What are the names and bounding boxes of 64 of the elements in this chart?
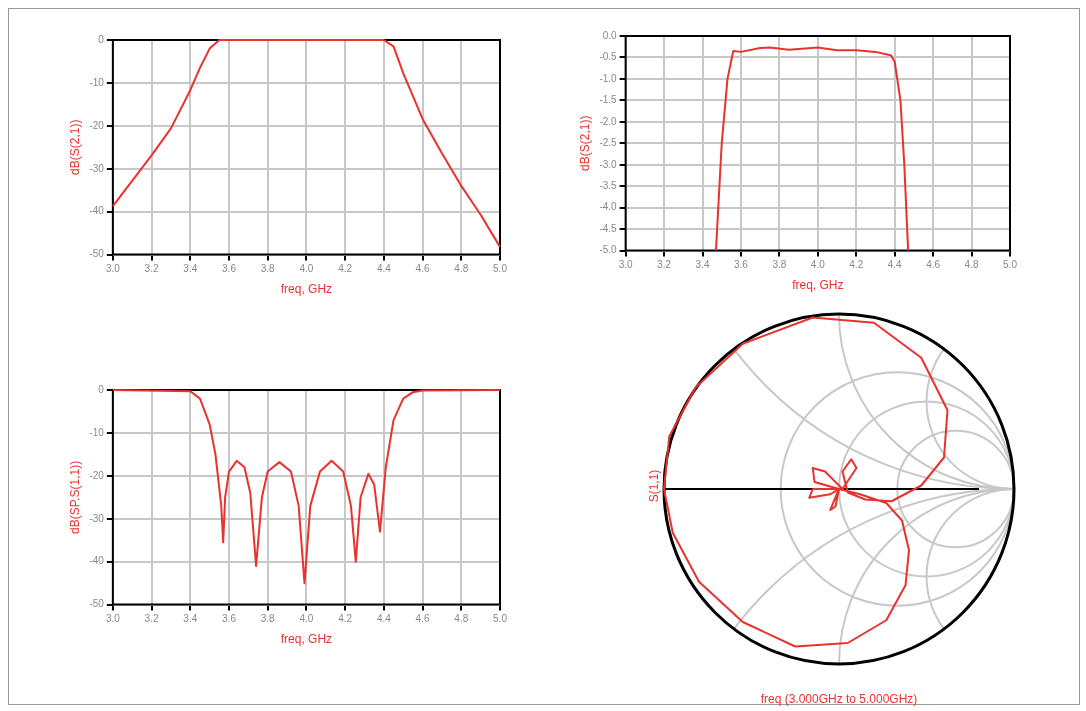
x-tick-label: 3.0 [105, 613, 121, 625]
x-tick-label: 5.0 [493, 613, 508, 625]
x-tick-label: 3.6 [222, 613, 237, 625]
x-tick-label: 3.8 [260, 613, 276, 625]
x-tick-label: 4.0 [810, 259, 826, 271]
x-axis-title: freq, GHz [792, 278, 844, 293]
x-tick-label: 3.0 [618, 259, 634, 271]
y-axis-title: dB(S(2,1)) [577, 115, 592, 171]
y-tick-label: -2.5 [599, 137, 618, 149]
x-tick-label: 3.2 [657, 259, 672, 271]
y-tick-label: -4.0 [599, 201, 618, 213]
x-tick-label: 3.8 [260, 263, 276, 275]
x-tick-label: 3.4 [183, 613, 198, 625]
x-tick-label: 4.8 [454, 263, 469, 275]
y-tick-label: -50 [89, 248, 105, 260]
y-tick-label: -50 [89, 598, 105, 610]
text: S(1,1) [647, 468, 661, 505]
x-tick-label: 4.2 [338, 263, 353, 275]
y-tick-label: -20 [89, 119, 105, 131]
x-tick-label: 5.0 [1003, 259, 1018, 271]
x-tick-label: 4.2 [338, 613, 353, 625]
y-tick-label: -1.5 [599, 94, 618, 106]
y-tick-label: -3.5 [599, 179, 618, 191]
x-tick-label: 4.4 [376, 613, 392, 625]
x-tick-label: 3.2 [144, 613, 159, 625]
x-tick-label: 3.2 [144, 263, 159, 275]
x-tick-label: 5.0 [493, 263, 508, 275]
y-tick-label: -30 [89, 512, 105, 524]
x-tick-label: 3.6 [222, 263, 237, 275]
y-tick-label: -10 [89, 76, 105, 88]
x-axis-title: freq, GHz [280, 632, 333, 647]
x-tick-label: 3.0 [105, 263, 121, 275]
x-tick-label: 4.0 [299, 613, 314, 625]
y-axis-title: dB(S(2,1)) [67, 119, 82, 175]
x-tick-label: 4.0 [299, 263, 314, 275]
x-tick-label: 3.8 [772, 259, 787, 271]
y-tick-label: 0 [98, 33, 105, 45]
x-tick-label: 4.8 [454, 613, 469, 625]
text: freq (3.000GHz to 5.000GHz) [759, 692, 919, 706]
y-tick-label: -4.5 [599, 222, 618, 234]
x-tick-label: 4.6 [415, 263, 430, 275]
x-tick-label: 4.6 [415, 613, 430, 625]
y-tick-label: -30 [89, 162, 105, 174]
x-tick-label: 3.4 [183, 263, 198, 275]
x-tick-label: 3.4 [695, 259, 710, 271]
x-tick-label: 4.6 [926, 259, 941, 271]
y-tick-label: -3.0 [599, 158, 618, 170]
y-tick-label: -40 [89, 555, 105, 567]
y-tick-label: -2.0 [599, 115, 618, 127]
y-tick-label: 0 [98, 383, 105, 395]
x-tick-label: 3.6 [733, 259, 749, 271]
y-axis-title: dB(SP.S(1,1)) [67, 460, 82, 534]
y-tick-label: -1.0 [599, 72, 618, 84]
x-axis-title: freq, GHz [280, 282, 333, 297]
y-tick-label: 0.0 [602, 29, 618, 41]
x-tick-label: 4.8 [964, 259, 979, 271]
y-tick-label: -40 [89, 205, 105, 217]
x-tick-label: 4.4 [887, 259, 903, 271]
x-tick-label: 4.4 [376, 263, 392, 275]
y-tick-label: -5.0 [599, 244, 618, 256]
x-tick-label: 4.2 [849, 259, 864, 271]
y-tick-label: -10 [89, 426, 105, 438]
y-tick-label: -20 [89, 469, 105, 481]
y-tick-label: -0.5 [599, 51, 618, 63]
